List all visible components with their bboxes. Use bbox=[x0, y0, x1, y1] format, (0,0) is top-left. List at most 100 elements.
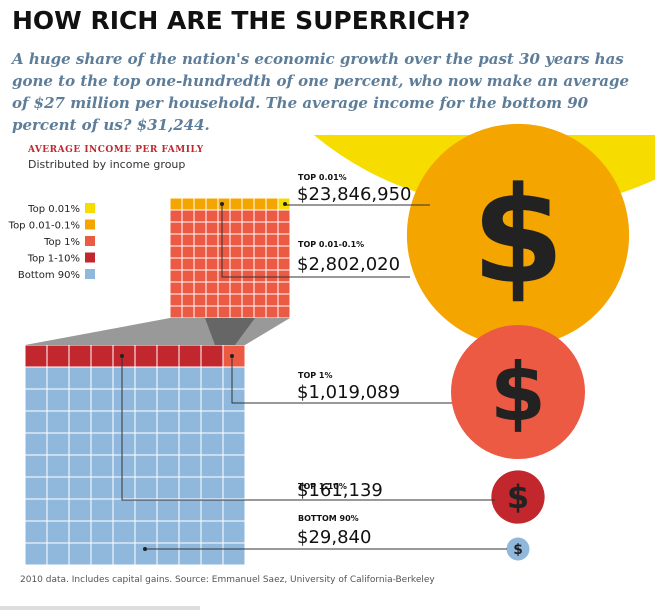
chart-title: AVERAGE INCOME PER FAMILY bbox=[27, 145, 204, 155]
waffle-cell bbox=[179, 499, 201, 521]
group-value: $29,840 bbox=[297, 527, 371, 548]
waffle-cell bbox=[179, 389, 201, 411]
waffle-cell bbox=[278, 270, 290, 282]
waffle-cell bbox=[242, 306, 254, 318]
waffle-cell bbox=[170, 258, 182, 270]
legend-label: Top 1% bbox=[43, 237, 80, 248]
waffle-cell bbox=[194, 270, 206, 282]
waffle-cell bbox=[182, 234, 194, 246]
waffle-cell bbox=[218, 234, 230, 246]
waffle-cell bbox=[157, 477, 179, 499]
waffle-cell bbox=[182, 258, 194, 270]
waffle-cell bbox=[266, 258, 278, 270]
waffle-cell bbox=[135, 477, 157, 499]
waffle-cell bbox=[135, 433, 157, 455]
waffle-cell bbox=[91, 499, 113, 521]
waffle-cell bbox=[206, 198, 218, 210]
waffle-cell bbox=[194, 234, 206, 246]
waffle-cell bbox=[242, 270, 254, 282]
waffle-cell bbox=[182, 210, 194, 222]
waffle-cell bbox=[182, 282, 194, 294]
waffle-cell bbox=[113, 521, 135, 543]
waffle-cell bbox=[242, 222, 254, 234]
waffle-cell bbox=[194, 210, 206, 222]
waffle-cell bbox=[194, 306, 206, 318]
waffle-cell bbox=[218, 270, 230, 282]
waffle-cell bbox=[69, 411, 91, 433]
waffle-cell bbox=[266, 270, 278, 282]
waffle-cell bbox=[69, 345, 91, 367]
title: HOW RICH ARE THE SUPERRICH? bbox=[12, 6, 471, 35]
waffle-cell bbox=[194, 258, 206, 270]
waffle-cell bbox=[135, 455, 157, 477]
waffle-cell bbox=[157, 499, 179, 521]
waffle-cell bbox=[254, 234, 266, 246]
waffle-cell bbox=[254, 270, 266, 282]
waffle-cell bbox=[230, 246, 242, 258]
waffle-cell bbox=[242, 210, 254, 222]
waffle-cell bbox=[254, 306, 266, 318]
waffle-cell bbox=[170, 246, 182, 258]
funnel-shade bbox=[205, 318, 255, 345]
waffle-cell bbox=[182, 246, 194, 258]
source: 2010 data. Includes capital gains. Sourc… bbox=[20, 575, 435, 585]
legend-label: Top 1-10% bbox=[27, 254, 80, 265]
waffle-cell bbox=[230, 294, 242, 306]
waffle-cell bbox=[47, 433, 69, 455]
waffle-cell bbox=[179, 367, 201, 389]
waffle-cell bbox=[179, 477, 201, 499]
waffle-cell bbox=[170, 198, 182, 210]
legend-label: Top 0.01-0.1% bbox=[8, 221, 80, 232]
income-circle bbox=[506, 537, 530, 561]
waffle-cell bbox=[47, 521, 69, 543]
subtitle: A huge share of the nation's economic gr… bbox=[12, 50, 630, 134]
waffle-cell bbox=[182, 198, 194, 210]
dollar-sign: $ bbox=[513, 542, 523, 558]
waffle-cell bbox=[266, 246, 278, 258]
leader-dot bbox=[220, 202, 224, 206]
leader-line bbox=[121, 356, 495, 501]
waffle-cell bbox=[266, 210, 278, 222]
waffle-cell bbox=[254, 222, 266, 234]
waffle-cell bbox=[194, 246, 206, 258]
waffle-cell bbox=[201, 345, 223, 367]
waffle-cell bbox=[206, 282, 218, 294]
waffle-cell bbox=[223, 477, 245, 499]
leader-dot bbox=[143, 547, 147, 551]
waffle-cell bbox=[179, 543, 201, 565]
waffle-cell bbox=[230, 234, 242, 246]
waffle-cell bbox=[278, 234, 290, 246]
waffle-cell bbox=[230, 258, 242, 270]
waffle-cell bbox=[69, 477, 91, 499]
waffle-cell bbox=[201, 499, 223, 521]
waffle-cell bbox=[91, 521, 113, 543]
waffle-cell bbox=[266, 234, 278, 246]
waffle-cell bbox=[47, 477, 69, 499]
waffle-cell bbox=[69, 367, 91, 389]
waffle-cell bbox=[194, 222, 206, 234]
legend-swatch bbox=[85, 252, 95, 263]
waffle-cell bbox=[266, 198, 278, 210]
waffle-cell bbox=[278, 294, 290, 306]
waffle-cell bbox=[218, 258, 230, 270]
waffle-cell bbox=[218, 282, 230, 294]
waffle-cell bbox=[242, 294, 254, 306]
waffle-cell bbox=[242, 198, 254, 210]
waffle-cell bbox=[242, 246, 254, 258]
waffle-cell bbox=[254, 294, 266, 306]
waffle-cell bbox=[201, 433, 223, 455]
group-value: $1,019,089 bbox=[297, 382, 400, 403]
waffle-cell bbox=[135, 389, 157, 411]
waffle-cell bbox=[135, 543, 157, 565]
waffle-cell bbox=[201, 411, 223, 433]
dollar-sign: $ bbox=[507, 478, 529, 516]
waffle-cell bbox=[91, 345, 113, 367]
waffle-cell bbox=[157, 455, 179, 477]
waffle-cell bbox=[223, 543, 245, 565]
group-value: $23,846,950 bbox=[297, 184, 412, 205]
waffle-cell bbox=[179, 411, 201, 433]
waffle-cell bbox=[113, 455, 135, 477]
waffle-cell bbox=[91, 433, 113, 455]
waffle-cell bbox=[25, 411, 47, 433]
